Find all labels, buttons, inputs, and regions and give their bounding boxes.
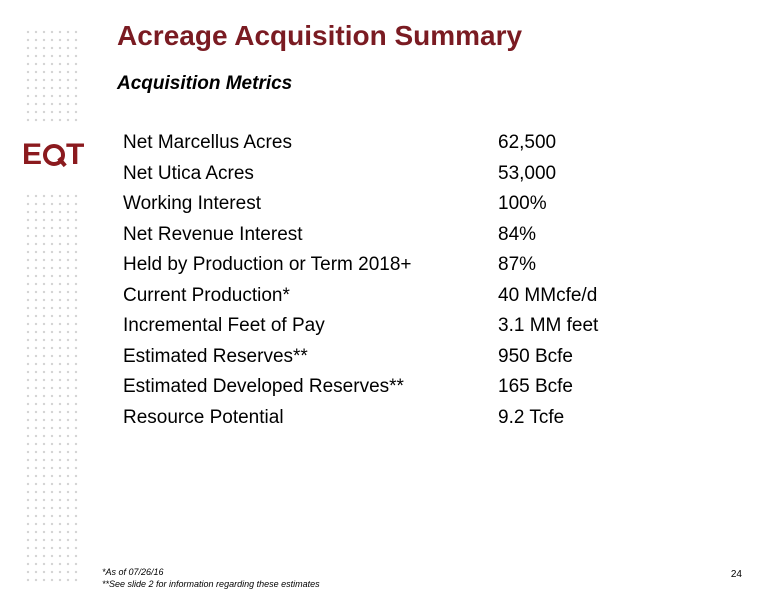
metric-label: Incremental Feet of Pay [123, 315, 325, 337]
metric-row: Resource Potential 9.2 Tcfe [123, 403, 683, 434]
metric-value: 100% [498, 193, 547, 215]
metric-label: Held by Production or Term 2018+ [123, 254, 412, 276]
metric-label: Net Utica Acres [123, 162, 254, 184]
footnotes: *As of 07/26/16 **See slide 2 for inform… [102, 566, 320, 590]
metric-label: Estimated Reserves** [123, 345, 308, 367]
footnote-as-of: *As of 07/26/16 [102, 567, 164, 577]
metric-label: Net Revenue Interest [123, 223, 303, 245]
metric-value: 40 MMcfe/d [498, 284, 598, 306]
decorative-dot-grid-top [24, 28, 80, 126]
metric-label: Net Marcellus Acres [123, 132, 292, 154]
metric-value: 53,000 [498, 162, 557, 184]
metric-value: 165 Bcfe [498, 376, 573, 398]
metric-value: 87% [498, 254, 537, 276]
metric-label: Working Interest [123, 193, 261, 215]
metric-row: Held by Production or Term 2018+ 87% [123, 250, 683, 281]
metric-row: Net Revenue Interest 84% [123, 220, 683, 251]
metric-value: 9.2 Tcfe [498, 406, 565, 428]
metric-row: Estimated Developed Reserves** 165 Bcfe [123, 372, 683, 403]
metric-value: 950 Bcfe [498, 345, 573, 367]
metrics-table: Net Marcellus Acres 62,500 Net Utica Acr… [123, 128, 683, 433]
metric-label: Resource Potential [123, 406, 284, 428]
metric-row: Incremental Feet of Pay 3.1 MM feet [123, 311, 683, 342]
metric-row: Estimated Reserves** 950 Bcfe [123, 342, 683, 373]
metric-row: Net Utica Acres 53,000 [123, 159, 683, 190]
decorative-dot-grid-bottom [24, 192, 80, 582]
metric-label: Current Production* [123, 284, 290, 306]
metric-value: 3.1 MM feet [498, 315, 599, 337]
metric-label: Estimated Developed Reserves** [123, 376, 404, 398]
slide-subtitle: Acquisition Metrics [117, 73, 293, 94]
metric-row: Net Marcellus Acres 62,500 [123, 128, 683, 159]
metric-row: Working Interest 100% [123, 189, 683, 220]
footnote-estimates: **See slide 2 for information regarding … [102, 579, 320, 589]
page-number: 24 [730, 569, 742, 580]
metric-value: 62,500 [498, 132, 557, 154]
metric-value: 84% [498, 223, 537, 245]
metric-row: Current Production* 40 MMcfe/d [123, 281, 683, 312]
slide-title: Acreage Acquisition Summary [117, 20, 523, 51]
